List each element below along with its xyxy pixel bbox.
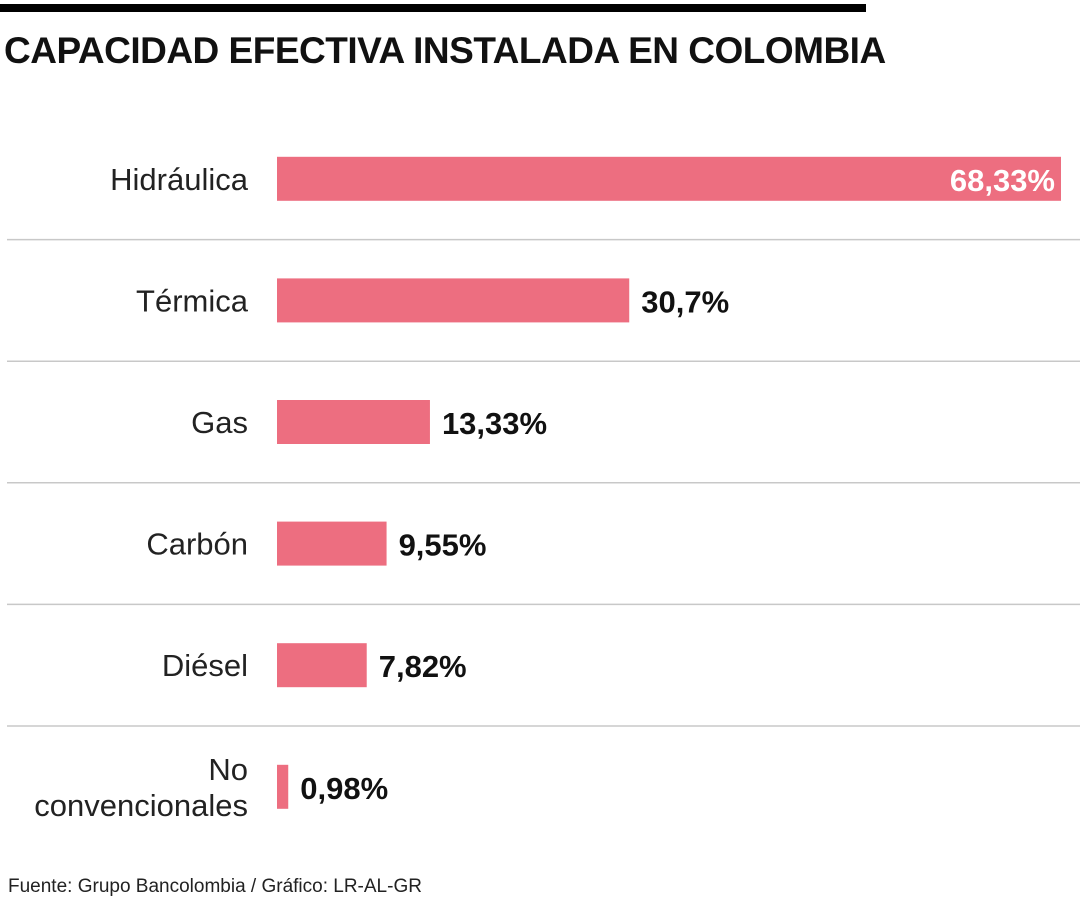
category-label: Gas	[191, 405, 248, 440]
category-label: No convencionales	[34, 752, 248, 823]
category-label-line: convencionales	[34, 788, 248, 823]
source-note: Fuente: Grupo Bancolombia / Gráfico: LR-…	[8, 876, 422, 897]
value-label: 68,33%	[950, 163, 1055, 198]
bar-1	[277, 278, 630, 323]
value-label: 9,55%	[399, 528, 487, 563]
top-rule	[0, 4, 866, 12]
bar-3	[277, 521, 387, 566]
value-label: 0,98%	[300, 771, 388, 806]
bar-0	[277, 156, 1061, 201]
category-label-line: Gas	[191, 405, 248, 440]
category-label-line: Carbón	[146, 527, 248, 562]
category-label-line: Diésel	[162, 648, 248, 683]
bar-4	[277, 643, 367, 688]
category-label: Hidráulica	[110, 162, 249, 197]
category-label-line: No	[208, 752, 248, 787]
value-label: 30,7%	[641, 284, 729, 319]
category-label: Diésel	[162, 648, 248, 683]
value-label: 7,82%	[379, 649, 467, 684]
value-label: 13,33%	[442, 406, 547, 441]
category-label: Térmica	[136, 283, 249, 318]
chart-title: CAPACIDAD EFECTIVA INSTALADA EN COLOMBIA	[4, 30, 886, 71]
category-label-line: Hidráulica	[110, 162, 249, 197]
bar-5	[277, 764, 289, 809]
bar-2	[277, 400, 430, 444]
category-label: Carbón	[146, 527, 248, 562]
category-label-line: Térmica	[136, 283, 249, 318]
